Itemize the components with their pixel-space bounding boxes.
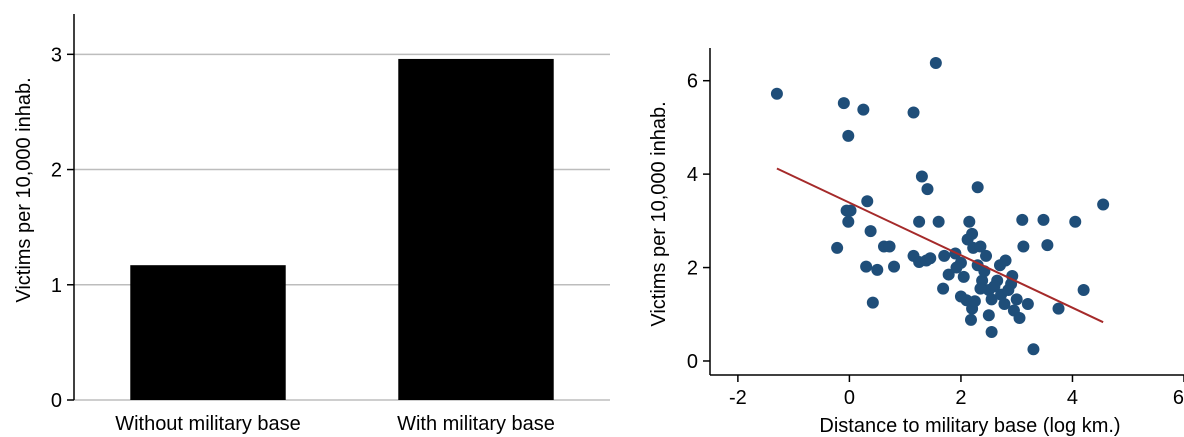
scatter-point — [907, 106, 920, 119]
scatter-point — [860, 260, 873, 273]
scatter-point — [1052, 302, 1065, 315]
scatter-points — [770, 56, 1110, 356]
scatter-point — [924, 252, 937, 265]
scatter-point — [842, 215, 855, 228]
scatter-y-tick-label: 0 — [687, 351, 698, 373]
scatter-point — [1037, 213, 1050, 226]
scatter-point — [857, 103, 870, 116]
scatter-point — [971, 181, 984, 194]
bar-chart-bar — [130, 265, 286, 400]
bar-chart-x-tick-label: Without military base — [115, 413, 301, 435]
scatter-y-ticks: 0 2 4 6 — [687, 71, 710, 373]
scatter-point — [837, 97, 850, 110]
scatter-point — [954, 290, 967, 303]
scatter-point — [974, 240, 987, 253]
scatter-point — [913, 215, 926, 228]
scatter-point — [831, 241, 844, 254]
scatter-point — [980, 249, 993, 262]
scatter-y-axis-title: Victims per 10,000 inhab. — [648, 101, 670, 326]
scatter-point — [964, 313, 977, 326]
scatter-point — [966, 227, 979, 240]
scatter-x-axis-title: Distance to military base (log km.) — [819, 415, 1120, 437]
scatter-point — [988, 280, 1001, 293]
scatter-point — [968, 295, 981, 308]
scatter-x-tick-label: 0 — [844, 387, 855, 409]
scatter-point — [942, 268, 955, 281]
scatter-y-tick-label: 2 — [687, 258, 698, 280]
scatter-fit-line — [776, 167, 1104, 324]
scatter-point — [770, 87, 783, 100]
scatter-point — [998, 297, 1011, 310]
bar-chart-y-tick-label: 3 — [51, 44, 62, 66]
scatter-point — [937, 282, 950, 295]
scatter-point — [1021, 297, 1034, 310]
scatter-point — [866, 296, 879, 309]
bar-chart-y-tick-label: 2 — [51, 160, 62, 182]
scatter-point — [938, 249, 951, 262]
scatter-point — [888, 260, 901, 273]
scatter-point — [842, 129, 855, 142]
scatter-point — [921, 183, 934, 196]
scatter-point — [957, 270, 970, 283]
scatter-point — [982, 309, 995, 322]
scatter-x-tick-label: 6 — [1173, 387, 1184, 409]
bar-chart-x-tick-labels: Without military base With military base — [115, 413, 555, 435]
scatter-point — [985, 293, 998, 306]
scatter-fit-line-group — [776, 167, 1104, 324]
scatter-point — [929, 56, 942, 69]
scatter-point — [1017, 240, 1030, 253]
scatter-point — [1097, 198, 1110, 211]
scatter-point — [963, 215, 976, 228]
bar-chart-y-tick-label: 0 — [51, 390, 62, 412]
scatter-point — [861, 195, 874, 208]
bar-chart-bars — [130, 58, 554, 400]
bar-chart-x-tick-label: With military base — [397, 413, 555, 435]
bar-chart-y-ticks: 0 1 2 3 — [51, 44, 74, 412]
scatter-x-tick-label: 2 — [955, 387, 966, 409]
scatter-point — [883, 240, 896, 253]
scatter-point — [844, 204, 857, 217]
scatter-x-tick-label: -2 — [729, 387, 747, 409]
scatter-point — [1069, 215, 1082, 228]
scatter-y-tick-label: 4 — [687, 164, 698, 186]
scatter-x-tick-label: 4 — [1067, 387, 1078, 409]
scatter-point — [1077, 283, 1090, 296]
scatter-point — [1013, 312, 1026, 325]
scatter-point — [864, 225, 877, 238]
scatter-point — [950, 261, 963, 274]
bar-chart-panel: 0 1 2 3 Without military base With military … — [13, 14, 610, 435]
scatter-point — [871, 263, 884, 276]
scatter-y-tick-label: 6 — [687, 71, 698, 93]
scatter-x-ticks: -2 0 2 4 6 — [729, 375, 1184, 409]
scatter-point — [915, 170, 928, 183]
bar-chart-bar — [398, 58, 554, 400]
scatter-point — [985, 326, 998, 339]
scatter-point — [1027, 343, 1040, 356]
scatter-point — [1016, 213, 1029, 226]
bar-chart-y-axis-title: Victims per 10,000 inhab. — [13, 77, 35, 302]
scatter-point — [932, 215, 945, 228]
scatter-point — [1010, 293, 1023, 306]
bar-chart-y-tick-label: 1 — [51, 275, 62, 297]
scatter-plot-panel: 0 2 4 6 -2 0 2 4 6 Victims per 10,000 inhab. Di… — [648, 48, 1184, 437]
scatter-point — [999, 254, 1012, 267]
scatter-point — [974, 282, 987, 295]
scatter-point — [1041, 239, 1054, 252]
